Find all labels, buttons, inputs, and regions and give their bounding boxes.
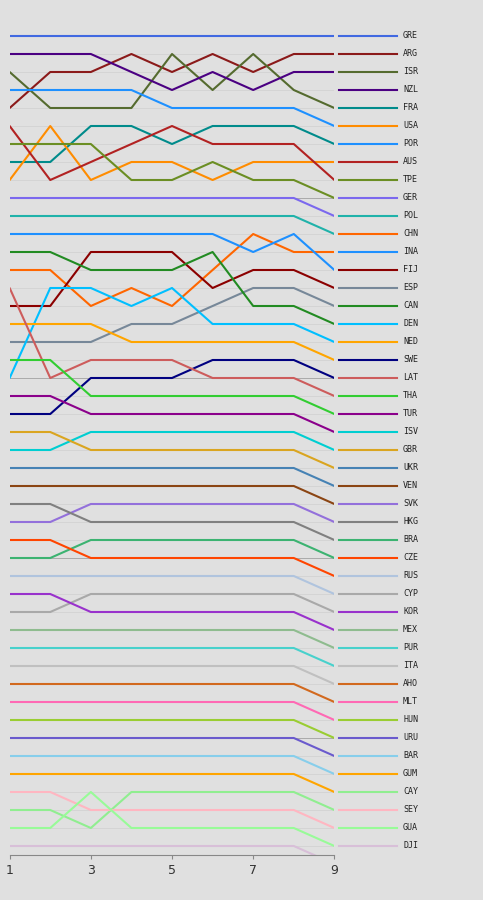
Text: MLT: MLT <box>403 698 418 706</box>
Text: CYP: CYP <box>403 590 418 598</box>
Text: PUR: PUR <box>403 644 418 652</box>
Text: CAN: CAN <box>403 302 418 310</box>
Text: DJI: DJI <box>403 842 418 850</box>
Text: NED: NED <box>403 338 418 346</box>
Text: SVK: SVK <box>403 500 418 508</box>
Text: CZE: CZE <box>403 554 418 562</box>
Text: AUS: AUS <box>403 158 418 166</box>
Text: HUN: HUN <box>403 716 418 724</box>
Text: GUM: GUM <box>403 770 418 778</box>
Text: URU: URU <box>403 734 418 742</box>
Text: RUS: RUS <box>403 572 418 580</box>
Text: SEY: SEY <box>403 806 418 814</box>
Text: THA: THA <box>403 392 418 400</box>
Text: MEX: MEX <box>403 626 418 634</box>
Text: GUA: GUA <box>403 824 418 832</box>
Text: POL: POL <box>403 212 418 220</box>
Text: ISR: ISR <box>403 68 418 76</box>
Text: INA: INA <box>403 248 418 256</box>
Text: GRE: GRE <box>403 32 418 40</box>
Text: CAY: CAY <box>403 788 418 796</box>
Text: ITA: ITA <box>403 662 418 670</box>
Text: AHO: AHO <box>403 680 418 688</box>
Text: GBR: GBR <box>403 446 418 454</box>
Text: VEN: VEN <box>403 482 418 490</box>
Text: BRA: BRA <box>403 536 418 544</box>
Text: BAR: BAR <box>403 752 418 760</box>
Text: UKR: UKR <box>403 464 418 472</box>
Text: CHN: CHN <box>403 230 418 238</box>
Text: HKG: HKG <box>403 518 418 526</box>
Text: FIJ: FIJ <box>403 266 418 274</box>
Text: SWE: SWE <box>403 356 418 364</box>
Text: ISV: ISV <box>403 428 418 436</box>
Text: USA: USA <box>403 122 418 130</box>
Text: ARG: ARG <box>403 50 418 58</box>
Text: FRA: FRA <box>403 104 418 112</box>
Text: GER: GER <box>403 194 418 202</box>
Text: KOR: KOR <box>403 608 418 616</box>
Text: POR: POR <box>403 140 418 148</box>
Text: NZL: NZL <box>403 86 418 94</box>
Text: TUR: TUR <box>403 410 418 418</box>
Text: LAT: LAT <box>403 374 418 382</box>
Text: DEN: DEN <box>403 320 418 328</box>
Text: TPE: TPE <box>403 176 418 184</box>
Text: ESP: ESP <box>403 284 418 292</box>
